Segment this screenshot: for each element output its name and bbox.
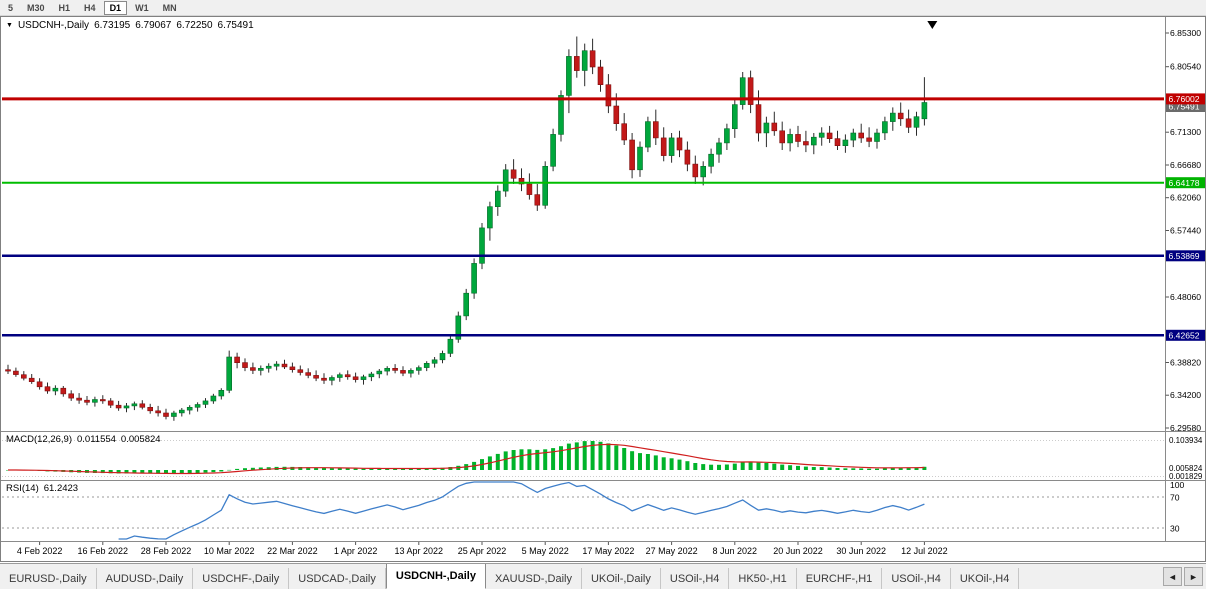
svg-text:6.76002: 6.76002 [1169, 94, 1200, 104]
symbol-tab-4[interactable]: USDCNH-,Daily [385, 564, 486, 589]
svg-text:70: 70 [1170, 493, 1180, 503]
symbol-tab-5[interactable]: XAUUSD-,Daily [486, 568, 582, 589]
price-tag [1166, 177, 1205, 189]
macd-panel[interactable] [2, 440, 1164, 477]
svg-text:6.66680: 6.66680 [1170, 160, 1201, 170]
price-tag [1166, 93, 1205, 105]
rsi-panel[interactable] [2, 481, 1164, 540]
price-tag [1166, 101, 1205, 112]
symbol-tab-7[interactable]: USOil-,H4 [661, 568, 730, 589]
tab-arrows: ◄ ► [1160, 564, 1206, 589]
svg-text:6.64178: 6.64178 [1169, 178, 1200, 188]
svg-text:13 Apr 2022: 13 Apr 2022 [395, 546, 444, 556]
timeframe-button-5[interactable]: 5 [8, 2, 14, 13]
symbol-tab-11[interactable]: UKOil-,H4 [951, 568, 1020, 589]
svg-text:1 Apr 2022: 1 Apr 2022 [334, 546, 378, 556]
symbol-tab-6[interactable]: UKOil-,Daily [582, 568, 661, 589]
svg-text:6.29580: 6.29580 [1170, 423, 1201, 433]
timeframe-toolbar: 5 M30 H1 H4 D1 W1 MN [0, 0, 1206, 16]
svg-text:6.80540: 6.80540 [1170, 62, 1201, 72]
symbol-tab-1[interactable]: AUDUSD-,Daily [97, 568, 194, 589]
timeframe-button-h1[interactable]: H1 [58, 2, 71, 13]
svg-text:6.48060: 6.48060 [1170, 292, 1201, 302]
price-chart-area[interactable] [2, 21, 1164, 421]
svg-text:28 Feb 2022: 28 Feb 2022 [141, 546, 192, 556]
svg-text:6.38820: 6.38820 [1170, 358, 1201, 368]
symbol-tab-9[interactable]: EURCHF-,H1 [797, 568, 883, 589]
symbol-tab-3[interactable]: USDCAD-,Daily [289, 568, 386, 589]
tabs-scroll-left-icon[interactable]: ◄ [1163, 567, 1182, 586]
svg-text:16 Feb 2022: 16 Feb 2022 [78, 546, 129, 556]
svg-text:6.75491: 6.75491 [1169, 102, 1200, 112]
symbol-tab-10[interactable]: USOil-,H4 [882, 568, 951, 589]
symbol-tabbar: EURUSD-,Daily AUDUSD-,Daily USDCHF-,Daily U… [0, 563, 1206, 589]
tabs-scroll: EURUSD-,Daily AUDUSD-,Daily USDCHF-,Daily U… [0, 564, 1160, 589]
svg-text:100: 100 [1170, 480, 1185, 490]
svg-text:20 Jun 2022: 20 Jun 2022 [773, 546, 823, 556]
chart-dropdown-icon[interactable]: ▼ [6, 21, 13, 29]
tabs-scroll-right-icon[interactable]: ► [1184, 567, 1203, 586]
svg-text:6.71300: 6.71300 [1170, 127, 1201, 137]
svg-text:10 Mar 2022: 10 Mar 2022 [204, 546, 255, 556]
svg-text:5 May 2022: 5 May 2022 [522, 546, 569, 556]
symbol-tab-2[interactable]: USDCHF-,Daily [193, 568, 290, 589]
svg-text:6.57440: 6.57440 [1170, 226, 1201, 236]
price-axis[interactable]: 6.85300 6.80540 6.71300 6.66680 6.62060 6.574… [1165, 28, 1206, 534]
timeframe-button-d1[interactable]: D1 [103, 0, 128, 15]
svg-text:0.103934: 0.103934 [1169, 436, 1203, 445]
svg-text:6.34200: 6.34200 [1170, 390, 1201, 400]
svg-text:6.85300: 6.85300 [1170, 28, 1201, 38]
timeframe-button-m30[interactable]: M30 [27, 2, 45, 13]
price-tag [1166, 329, 1205, 341]
svg-text:0.001829: 0.001829 [1169, 472, 1203, 481]
svg-text:12 Jul 2022: 12 Jul 2022 [901, 546, 948, 556]
svg-text:25 Apr 2022: 25 Apr 2022 [458, 546, 507, 556]
svg-text:30: 30 [1170, 524, 1180, 534]
svg-text:27 May 2022: 27 May 2022 [646, 546, 698, 556]
date-axis[interactable]: 4 Feb 2022 16 Feb 2022 28 Feb 2022 10 Mar 2… [17, 542, 948, 556]
price-tag [1166, 250, 1205, 262]
symbol-tab-8[interactable]: HK50-,H1 [729, 568, 797, 589]
svg-text:6.42652: 6.42652 [1169, 331, 1200, 341]
svg-text:22 Mar 2022: 22 Mar 2022 [267, 546, 318, 556]
down-arrow-marker[interactable] [927, 21, 938, 29]
svg-text:8 Jun 2022: 8 Jun 2022 [713, 546, 758, 556]
chart-canvas[interactable]: 6.85300 6.80540 6.71300 6.66680 6.62060 6.574… [0, 16, 1206, 563]
svg-text:4 Feb 2022: 4 Feb 2022 [17, 546, 63, 556]
svg-text:0.005824: 0.005824 [1169, 464, 1203, 473]
symbol-tab-0[interactable]: EURUSD-,Daily [0, 568, 97, 589]
svg-text:6.53869: 6.53869 [1169, 251, 1200, 261]
svg-text:30 Jun 2022: 30 Jun 2022 [836, 546, 886, 556]
timeframe-button-mn[interactable]: MN [162, 2, 177, 13]
timeframe-button-w1[interactable]: W1 [135, 2, 149, 13]
svg-text:17 May 2022: 17 May 2022 [582, 546, 634, 556]
svg-text:6.62060: 6.62060 [1170, 193, 1201, 203]
timeframe-button-h4[interactable]: H4 [84, 2, 96, 13]
